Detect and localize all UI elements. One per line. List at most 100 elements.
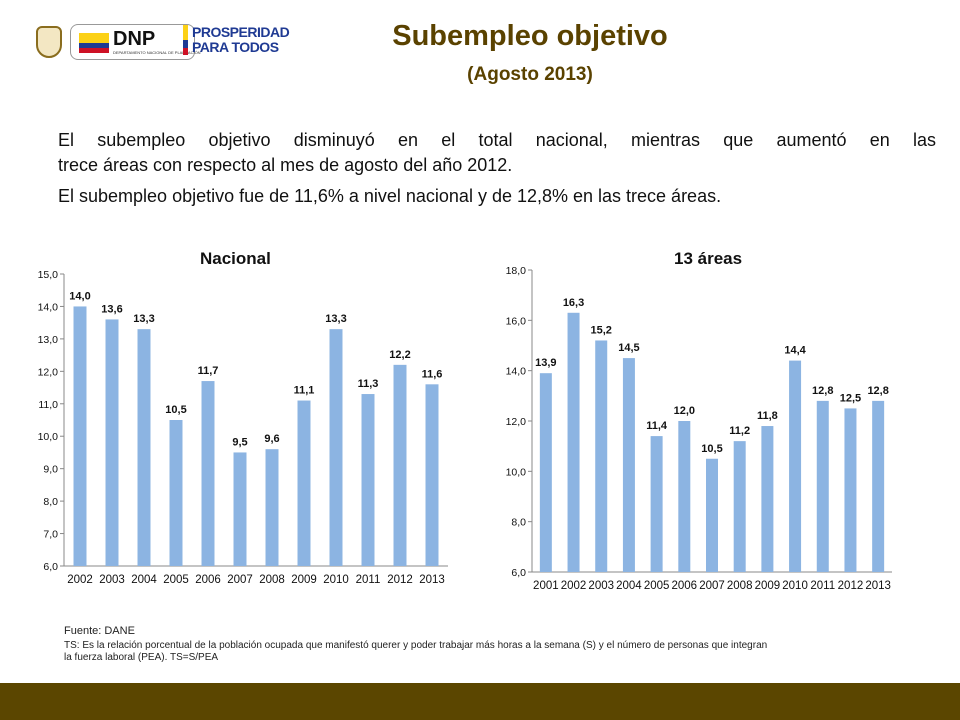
- nacional-value-label: 9,6: [264, 433, 279, 445]
- prosperidad-flag-icon: [183, 25, 188, 55]
- nacional-value-label: 11,7: [198, 365, 219, 377]
- nacional-bar: [73, 306, 87, 566]
- nacional-y-tick-label: 12,0: [38, 366, 59, 378]
- nacional-bar: [137, 329, 151, 566]
- nacional-value-label: 13,3: [133, 313, 154, 325]
- areas-bar: [650, 436, 663, 572]
- page-title: Subempleo objetivo: [392, 20, 668, 52]
- areas-value-label: 11,2: [729, 425, 750, 437]
- areas-category-label: 2001: [533, 580, 559, 592]
- areas-bar: [595, 340, 608, 572]
- footnote-note-line2: la fuerza laboral (PEA). TS=S/PEA: [64, 652, 219, 663]
- nacional-bar: [265, 449, 279, 566]
- footnote-note-line1: TS: Es la relación porcentual de la pobl…: [64, 640, 768, 651]
- areas-category-label: 2010: [782, 580, 808, 592]
- areas-category-label: 2005: [644, 580, 670, 592]
- nacional-bar: [233, 452, 247, 566]
- nacional-bar: [329, 329, 343, 566]
- areas-category-label: 2012: [838, 580, 864, 592]
- footnote-source: Fuente: DANE: [64, 625, 135, 637]
- areas-y-tick-label: 16,0: [506, 315, 527, 327]
- nacional-category-label: 2002: [67, 574, 93, 586]
- prosperidad-line2: PARA TODOS: [192, 39, 279, 55]
- areas-bar: [706, 458, 718, 572]
- areas-y-tick-label: 6,0: [511, 567, 526, 579]
- bottom-band: [0, 683, 960, 720]
- areas-value-label: 12,5: [840, 392, 861, 404]
- nacional-value-label: 14,0: [69, 290, 90, 302]
- nacional-bar: [393, 364, 407, 566]
- areas-y-tick-label: 18,0: [506, 265, 527, 277]
- nacional-bar: [169, 420, 183, 566]
- nacional-bar: [105, 319, 119, 566]
- areas-bar: [733, 441, 746, 572]
- areas-value-label: 12,8: [867, 385, 888, 397]
- nacional-category-label: 2010: [323, 574, 349, 586]
- paragraph-line2: trece áreas con respecto al mes de agost…: [58, 155, 513, 175]
- areas-bar: [789, 360, 802, 572]
- nacional-bar: [425, 384, 439, 566]
- areas-category-label: 2009: [755, 580, 781, 592]
- areas-value-label: 11,4: [646, 420, 668, 432]
- areas-category-label: 2004: [616, 580, 642, 592]
- nacional-category-label: 2009: [291, 574, 317, 586]
- nacional-category-label: 2005: [163, 574, 189, 586]
- nacional-category-label: 2003: [99, 574, 125, 586]
- nacional-y-tick-label: 14,0: [38, 301, 59, 313]
- nacional-y-tick-label: 11,0: [38, 399, 58, 411]
- areas-value-label: 12,0: [674, 405, 695, 417]
- chart-nacional-title: Nacional: [200, 249, 271, 268]
- areas-bar: [567, 312, 580, 572]
- nacional-value-label: 11,6: [422, 368, 443, 380]
- areas-bar: [622, 358, 635, 572]
- nacional-y-tick-label: 9,0: [43, 464, 58, 476]
- colombia-flag-icon: [79, 33, 109, 53]
- dnp-logo-subtext: DEPARTAMENTO NACIONAL DE PLANEACIÓN: [113, 50, 201, 55]
- areas-value-label: 10,5: [701, 443, 722, 455]
- areas-category-label: 2011: [810, 580, 835, 592]
- areas-value-label: 13,9: [535, 357, 556, 369]
- areas-value-label: 14,5: [618, 342, 639, 354]
- areas-bar: [539, 373, 552, 572]
- areas-value-label: 14,4: [784, 345, 806, 357]
- areas-bar: [844, 408, 857, 572]
- areas-value-label: 15,2: [591, 324, 612, 336]
- areas-bar: [872, 400, 885, 572]
- nacional-value-label: 11,3: [358, 378, 379, 390]
- areas-category-label: 2007: [699, 580, 725, 592]
- nacional-value-label: 11,1: [294, 385, 315, 397]
- nacional-category-label: 2004: [131, 574, 157, 586]
- areas-bar: [761, 426, 774, 572]
- areas-y-tick-label: 12,0: [506, 416, 527, 428]
- nacional-category-label: 2008: [259, 574, 285, 586]
- nacional-value-label: 9,5: [232, 436, 247, 448]
- nacional-category-label: 2006: [195, 574, 221, 586]
- nacional-category-label: 2007: [227, 574, 253, 586]
- nacional-y-tick-label: 15,0: [38, 269, 59, 281]
- nacional-value-label: 13,6: [101, 303, 122, 315]
- chart-13-areas: 6,0 8,0 10,0 12,0 14,0 16,0 18,0 13,9 2001 16,3 20…: [506, 265, 892, 592]
- nacional-y-tick-label: 13,0: [38, 334, 59, 346]
- nacional-category-label: 2013: [419, 574, 445, 586]
- paragraph-line1: El subempleo objetivo disminuyó en el to…: [58, 130, 936, 150]
- nacional-value-label: 10,5: [165, 404, 186, 416]
- logos-area: DNP DEPARTAMENTO NACIONAL DE PLANEACIÓN …: [30, 22, 295, 62]
- nacional-category-label: 2011: [356, 574, 381, 586]
- areas-category-label: 2002: [561, 580, 587, 592]
- dnp-logo: DNP DEPARTAMENTO NACIONAL DE PLANEACIÓN: [70, 24, 201, 60]
- areas-category-label: 2003: [588, 580, 614, 592]
- areas-category-label: 2006: [672, 580, 698, 592]
- areas-value-label: 12,8: [812, 385, 833, 397]
- nacional-value-label: 12,2: [389, 349, 410, 361]
- prosperidad-logo: PROSPERIDAD PARA TODOS: [192, 25, 290, 55]
- areas-value-label: 16,3: [563, 297, 584, 309]
- dnp-logo-text: DNP: [113, 28, 156, 50]
- coat-of-arms-icon: [36, 26, 62, 58]
- chart-13-areas-title: 13 áreas: [674, 249, 743, 268]
- paragraph-line3: El subempleo objetivo fue de 11,6% a niv…: [58, 186, 722, 206]
- areas-bar: [816, 400, 829, 572]
- areas-category-label: 2008: [727, 580, 753, 592]
- nacional-value-label: 13,3: [325, 313, 346, 325]
- areas-y-tick-label: 8,0: [511, 517, 526, 529]
- areas-value-label: 11,8: [757, 410, 778, 422]
